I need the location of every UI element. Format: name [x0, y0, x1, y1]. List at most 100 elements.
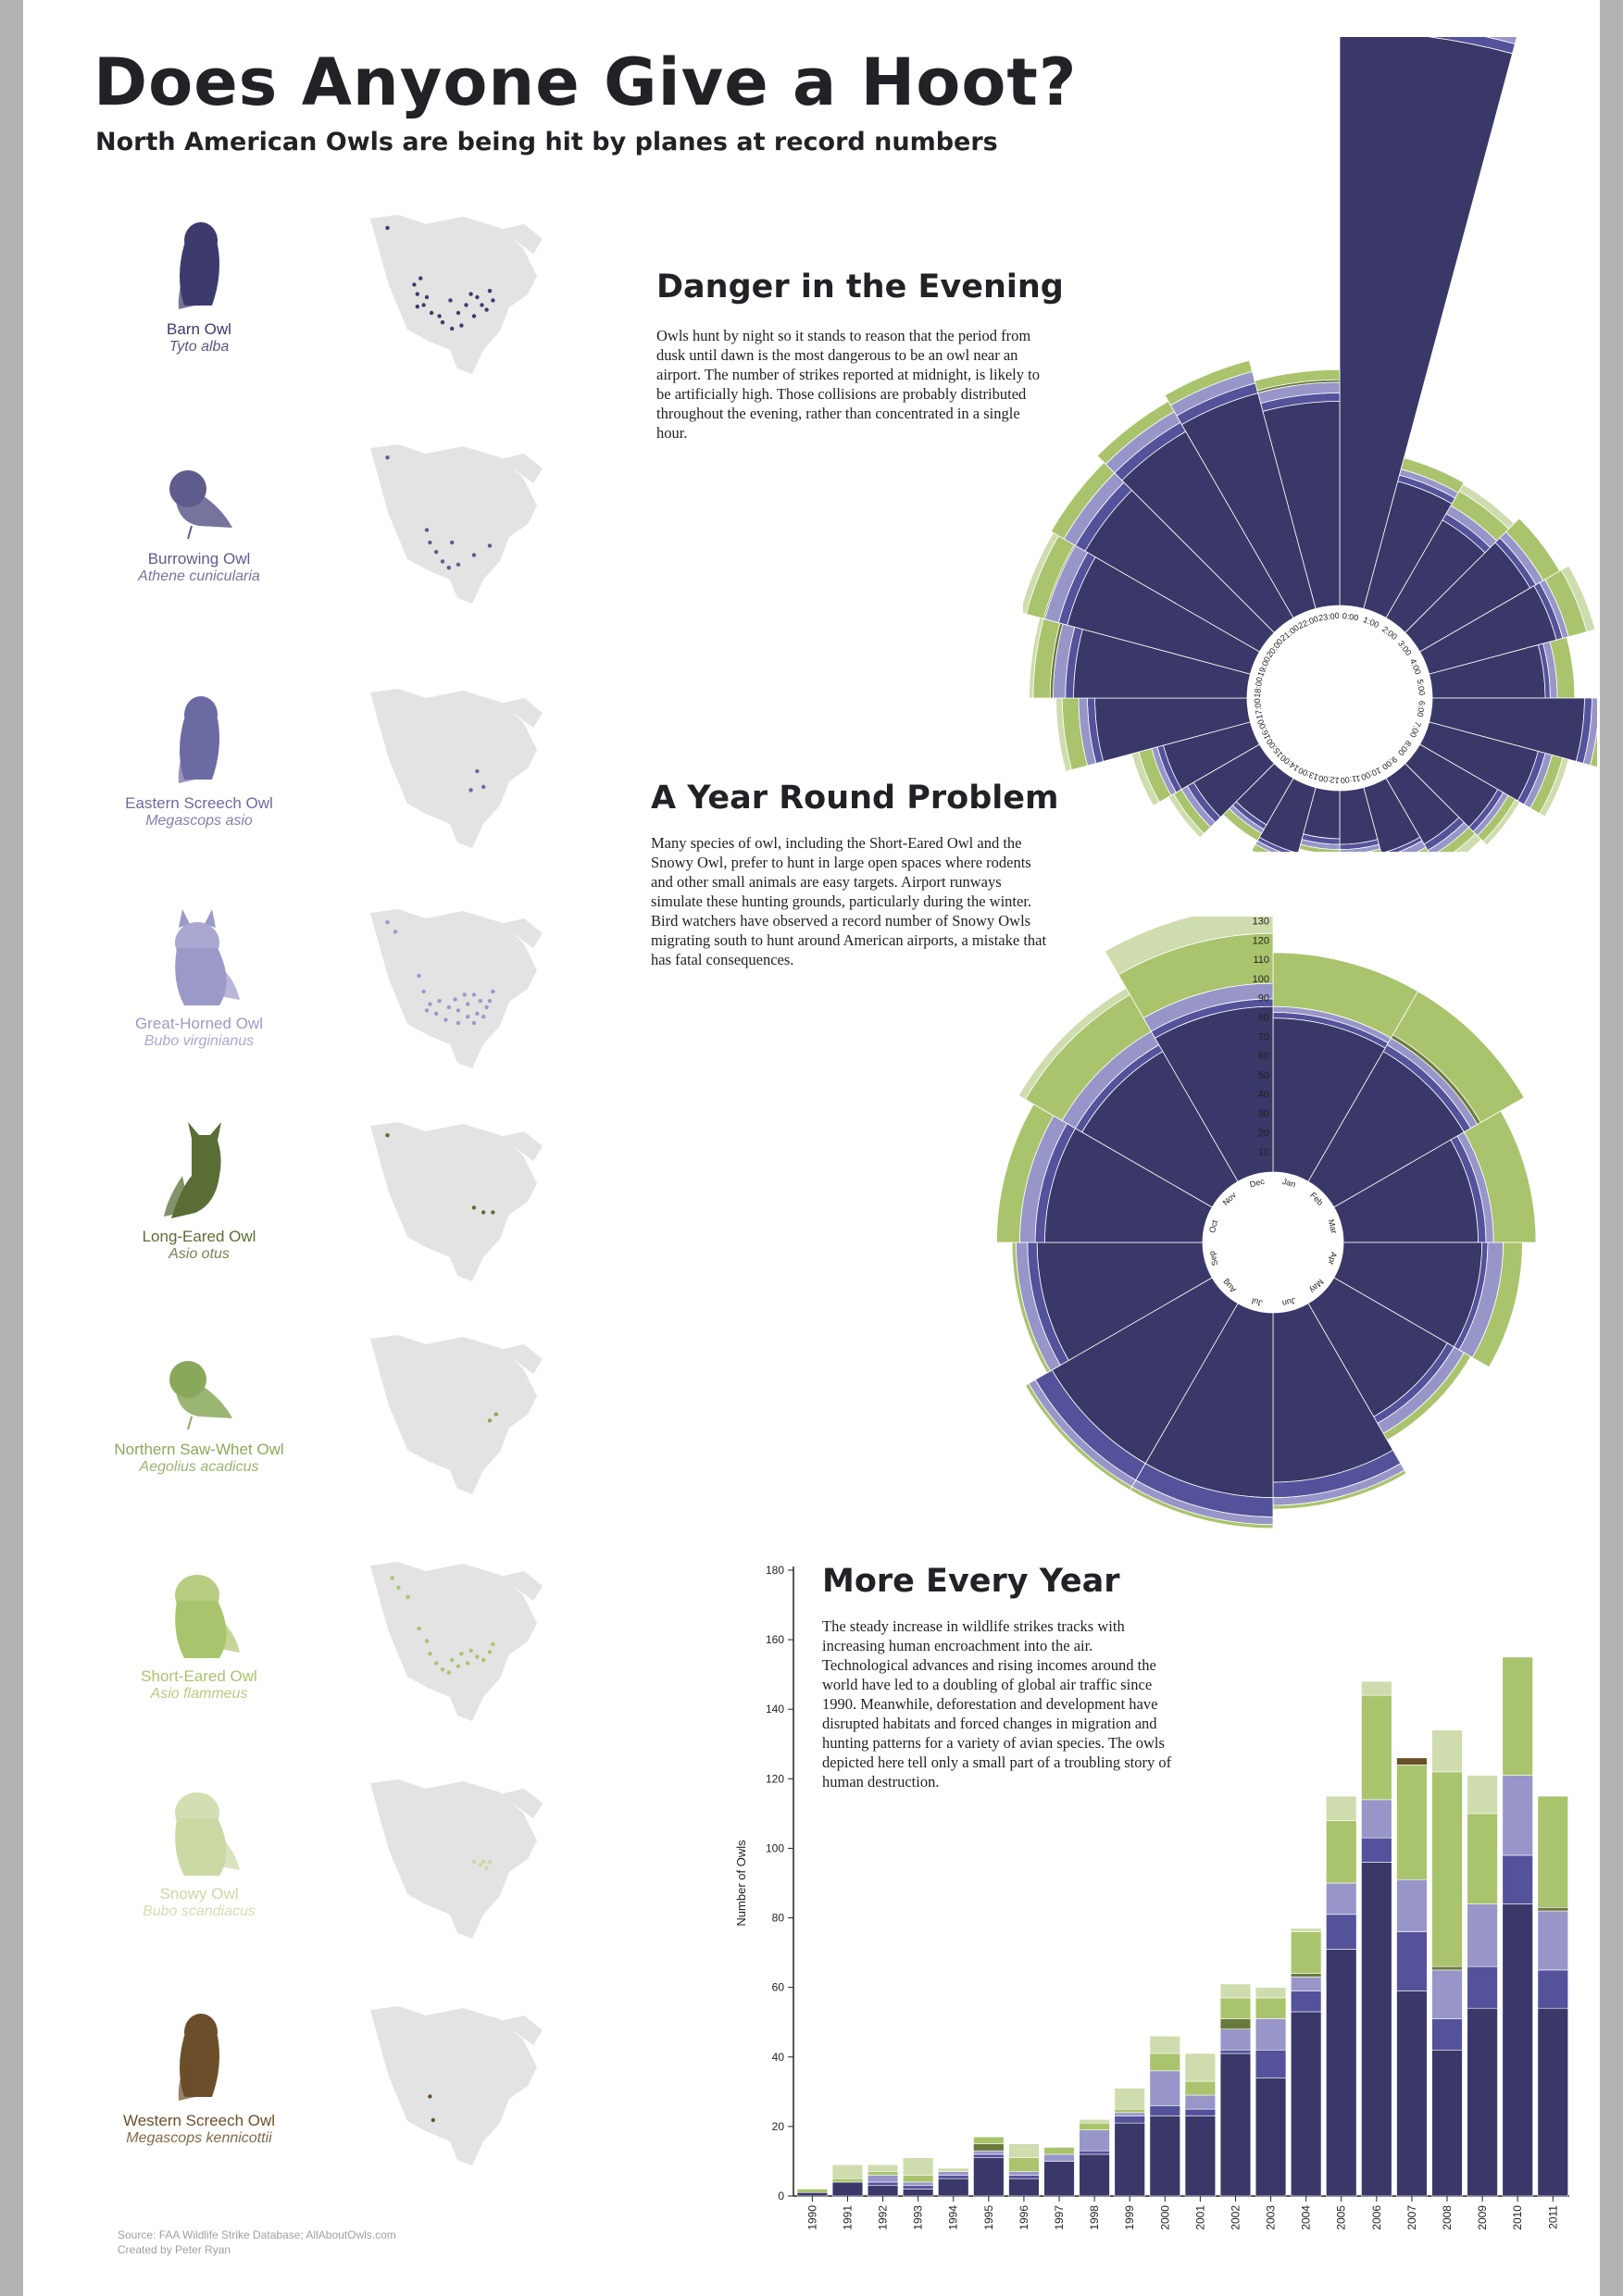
bar-segment	[1255, 1987, 1287, 1999]
owl-silhouette-icon	[178, 2014, 219, 2101]
x-tick-label: 2007	[1405, 2205, 1418, 2230]
radial-tick-label: Oct	[1207, 1218, 1219, 1234]
bar-segment	[1431, 2049, 1463, 2197]
bar-segment	[1219, 2049, 1252, 2054]
owl-common-name: Eastern Screech Owl	[125, 794, 273, 812]
y-tick-label: 120	[766, 1772, 784, 1785]
y-tick-label: 140	[766, 1703, 784, 1716]
bar-segment	[1502, 1775, 1533, 1856]
bar-segment	[1114, 2122, 1145, 2197]
bar-segment	[867, 2185, 899, 2197]
radial-axis-tick: 120	[1253, 935, 1269, 946]
owl-common-name: Long-Eared Owl	[142, 1228, 256, 1245]
range-map	[370, 2006, 543, 2165]
owl-silhouette-icon	[175, 1792, 240, 1876]
x-tick-label: 2011	[1546, 2205, 1559, 2229]
radial-tick-label: Jul	[1251, 1296, 1264, 1308]
y-axis-label: Number of Owls	[734, 1840, 748, 1927]
bar-segment	[1184, 2108, 1217, 2116]
bar-segment	[1396, 1931, 1428, 1991]
bar-segment	[1219, 2053, 1252, 2197]
radial-axis-tick: 40	[1258, 1090, 1269, 1101]
radial-tick-label: Sep	[1207, 1250, 1220, 1267]
page-title: Does Anyone Give a Hoot?	[94, 44, 1078, 120]
bar-segment	[938, 2171, 969, 2176]
owl-common-name: Northern Saw-Whet Owl	[114, 1441, 284, 1458]
bar-segment	[1149, 2035, 1180, 2054]
bar-segment	[1502, 1854, 1533, 1904]
owl-scientific-name: Athene cunicularia	[138, 568, 260, 584]
x-tick-label: 2004	[1300, 2205, 1313, 2230]
bar-segment	[1219, 1997, 1252, 2019]
radial-axis-tick: 50	[1258, 1070, 1269, 1081]
radial-axis-tick: 130	[1253, 917, 1269, 928]
bar-segment	[1467, 1813, 1498, 1904]
bar-segment	[1114, 2115, 1145, 2124]
bar-segment	[1537, 1910, 1568, 1971]
bar-segment	[1079, 2129, 1110, 2152]
bar-segment	[1079, 2119, 1110, 2124]
radial-tick-label: Mar	[1327, 1218, 1340, 1235]
y-tick-label: 60	[772, 1981, 785, 1994]
monthly-strikes-radial-chart: JanFebMarAprMayJunJulAugSepOctNovDec1020…	[996, 917, 1537, 1529]
radial-tick-label: Dec	[1249, 1177, 1267, 1190]
owl-silhouette-icon	[175, 1575, 240, 1658]
radial-tick-label: Jan	[1281, 1177, 1297, 1189]
bar-segment	[1255, 2049, 1287, 2078]
bar-segment	[902, 2181, 934, 2187]
owl-silhouette-icon	[164, 1122, 221, 1218]
bar-segment	[831, 2164, 864, 2179]
range-map	[370, 444, 543, 604]
owl-entry: Snowy Owl Bubo scandiacus	[79, 1778, 319, 1920]
bar-segment	[796, 2189, 829, 2193]
range-map	[370, 689, 543, 848]
bar-segment	[1043, 2161, 1075, 2197]
bar-segment	[1149, 2053, 1180, 2072]
x-tick-label: 2010	[1511, 2205, 1524, 2230]
radial-segment	[1427, 37, 1516, 55]
bar-segment	[1219, 2028, 1252, 2051]
source-line: Source: FAA Wildlife Strike Database; Al…	[118, 2228, 396, 2241]
owl-entry: Barn Owl Tyto alba	[79, 213, 319, 356]
bar-segment	[938, 2167, 969, 2173]
bar-segment	[1184, 2115, 1217, 2197]
bar-segment	[1079, 2150, 1110, 2155]
bar-segment	[1467, 1903, 1498, 1967]
radial-segment	[1254, 368, 1341, 392]
x-tick-label: 2000	[1158, 2205, 1171, 2230]
radial-segment	[1164, 359, 1253, 406]
bar-segment	[1502, 1656, 1533, 1776]
bar-segment	[1079, 2122, 1110, 2130]
owl-entry: Long-Eared Owl Asio otus	[79, 1120, 319, 1263]
owl-entry: Eastern Screech Owl Megascops asio	[79, 687, 319, 830]
radial-axis-tick: 110	[1253, 955, 1269, 966]
yearly-strikes-bar-chart: 0 20 40 60 80 100 120 140 160 180 Number of Owls 19…	[734, 1564, 1569, 2230]
bar-segment	[1255, 2078, 1287, 2197]
bar-segment	[1537, 1906, 1568, 1912]
x-tick-label: 2002	[1229, 2205, 1242, 2230]
bar-segment	[831, 2177, 864, 2183]
range-map	[370, 215, 543, 374]
bar-segment	[1079, 2153, 1110, 2197]
bar-segment	[1008, 2143, 1040, 2158]
owl-entry: Western Screech Owl Megascops kennicottii	[79, 2004, 319, 2147]
bar-segment	[1467, 1965, 1498, 2009]
range-map	[370, 1335, 543, 1494]
radial-tick-label: 12:00	[1318, 773, 1341, 785]
radial-tick-label: Apr	[1327, 1251, 1339, 1266]
x-tick-label: 1993	[912, 2205, 925, 2230]
bar-segment	[1431, 2018, 1463, 2051]
radial-tick-label: 5:00	[1416, 679, 1427, 696]
bar-segment	[1043, 2147, 1075, 2155]
radial-axis-tick: 60	[1258, 1051, 1269, 1062]
radial-axis-tick: 90	[1258, 993, 1269, 1004]
owl-scientific-name: Bubo scandiacus	[143, 1903, 256, 1919]
owl-scientific-name: Asio flammeus	[150, 1686, 248, 1702]
bar-segment	[1008, 2171, 1040, 2176]
evening-body: Owls hunt by night so it stands to reaso…	[656, 327, 1040, 442]
owl-scientific-name: Aegolius acadicus	[139, 1459, 259, 1475]
bar-segment	[1290, 1973, 1322, 1978]
bar-segment	[1114, 2108, 1145, 2114]
radial-tick-label: 23:00	[1318, 611, 1341, 623]
bar-segment	[1361, 1862, 1392, 2197]
